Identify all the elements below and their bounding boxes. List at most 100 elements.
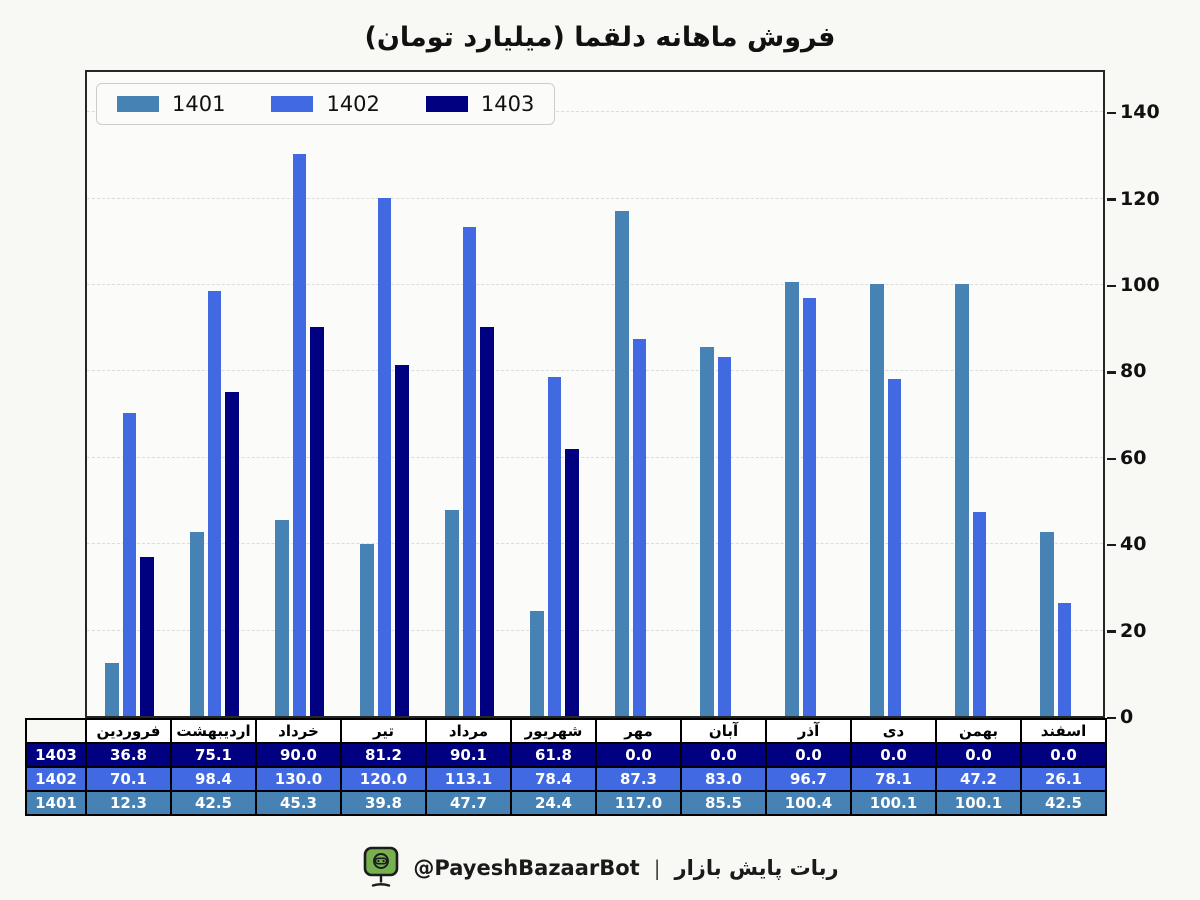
table-cell-1401-m8: 85.5	[680, 790, 767, 816]
legend-label-1401: 1401	[172, 92, 226, 116]
table-header-m12: اسفند	[1020, 718, 1107, 744]
bar-1403-m4	[395, 365, 409, 716]
bar-1402-m4	[377, 197, 392, 716]
bar-group-m9	[767, 72, 852, 716]
table-cell-1402-m1: 70.1	[85, 766, 172, 792]
table-cell-1402-m3: 130.0	[255, 766, 342, 792]
table-header-m11: بهمن	[935, 718, 1022, 744]
bar-group-m12	[1022, 72, 1107, 716]
table-header-m7: مهر	[595, 718, 682, 744]
legend-item-1402: 1402	[271, 92, 380, 116]
y-tick-label-60: 60	[1120, 446, 1147, 469]
table-cell-1403-m1: 36.8	[85, 742, 172, 768]
bar-1402-m3	[292, 154, 307, 716]
table-cell-1401-m3: 45.3	[255, 790, 342, 816]
data-table: فروردین اردیبهشت خرداد تیر مرداد شهریور مهر آبا…	[25, 718, 1107, 816]
table-cell-1403-m2: 75.1	[170, 742, 257, 768]
footer-label: ربات پایش بازار	[674, 856, 839, 880]
table-row-1402: 1402 70.1 98.4 130.0 120.0 113.1 78.4 87.3 83.0 9…	[25, 766, 1107, 792]
bar-1403-m6	[565, 449, 579, 716]
bar-1403-m1	[140, 557, 154, 716]
table-cell-1403-m9: 0.0	[765, 742, 852, 768]
table-header-row: فروردین اردیبهشت خرداد تیر مرداد شهریور مهر آبا…	[25, 718, 1107, 744]
legend-item-1403: 1403	[425, 92, 535, 116]
table-cell-1403-m3: 90.0	[255, 742, 342, 768]
table-cell-1401-m12: 42.5	[1020, 790, 1107, 816]
footer: @PayeshBazaarBot | ربات پایش بازار	[0, 842, 1200, 894]
table-cell-1402-m9: 96.7	[765, 766, 852, 792]
table-cell-1402-m7: 87.3	[595, 766, 682, 792]
bar-1402-m2	[207, 290, 222, 716]
bar-1402-m7	[632, 338, 647, 716]
bar-group-m4	[342, 72, 427, 716]
y-tick-mark-40	[1107, 544, 1116, 547]
table-header-m6: شهریور	[510, 718, 597, 744]
table-header-m8: آبان	[680, 718, 767, 744]
table-cell-1403-m11: 0.0	[935, 742, 1022, 768]
gridline-60	[87, 456, 1103, 458]
bar-1402-m1	[122, 413, 137, 716]
table-cell-1401-m5: 47.7	[425, 790, 512, 816]
gridline-120	[87, 197, 1103, 199]
table-cell-1403-m8: 0.0	[680, 742, 767, 768]
table-cell-1401-m7: 117.0	[595, 790, 682, 816]
table-cell-1402-m11: 47.2	[935, 766, 1022, 792]
gridline-140	[87, 111, 1103, 113]
table-cell-1402-m10: 78.1	[850, 766, 937, 792]
table-cell-1401-m11: 100.1	[935, 790, 1022, 816]
bar-1403-m3	[310, 327, 324, 716]
bar-1401-m12	[1040, 532, 1054, 716]
bar-1402-m8	[717, 357, 732, 716]
table-header-m9: آذر	[765, 718, 852, 744]
table-cell-1401-m9: 100.4	[765, 790, 852, 816]
legend-swatch-1402	[271, 96, 314, 112]
legend-swatch-1403	[425, 96, 468, 112]
bar-1401-m1	[105, 662, 119, 716]
table-cell-1402-m8: 83.0	[680, 766, 767, 792]
bar-1402-m6	[547, 377, 562, 716]
bar-1401-m11	[955, 283, 969, 716]
table-cell-1402-m4: 120.0	[340, 766, 427, 792]
bar-1402-m12	[1057, 603, 1072, 716]
table-corner-cell	[25, 718, 87, 744]
bar-1401-m8	[700, 346, 714, 716]
bar-1401-m6	[530, 610, 544, 716]
table-cell-1402-m6: 78.4	[510, 766, 597, 792]
table-header-m1: فروردین	[85, 718, 172, 744]
table-cell-1401-m1: 12.3	[85, 790, 172, 816]
bar-1402-m10	[887, 378, 902, 716]
table-header-m10: دی	[850, 718, 937, 744]
table-header-m5: مرداد	[425, 718, 512, 744]
bar-1402-m9	[802, 298, 817, 716]
bar-1401-m7	[615, 210, 629, 716]
table-header-m2: اردیبهشت	[170, 718, 257, 744]
y-tick-mark-20	[1107, 630, 1116, 633]
bar-group-m11	[937, 72, 1022, 716]
table-row-1403: 1403 36.8 75.1 90.0 81.2 90.1 61.8 0.0 0.0 0.0 0.0…	[25, 742, 1107, 768]
table-header-m3: خرداد	[255, 718, 342, 744]
table-cell-1402-m5: 113.1	[425, 766, 512, 792]
gridline-20	[87, 629, 1103, 631]
y-tick-mark-100	[1107, 284, 1116, 288]
table-cell-1403-m7: 0.0	[595, 742, 682, 768]
legend-swatch-1401	[117, 96, 159, 112]
plot-area: 1401 1402 1403	[85, 70, 1105, 718]
footer-handle: @PayeshBazaarBot	[413, 856, 640, 880]
y-tick-label-0: 0	[1120, 706, 1134, 728]
table-row-1401: 1401 12.3 42.5 45.3 39.8 47.7 24.4 117.0 85.5 100…	[25, 790, 1107, 816]
table-cell-1403-m10: 0.0	[850, 742, 937, 768]
legend-label-1403: 1403	[480, 92, 535, 116]
y-tick-label-20: 20	[1120, 619, 1147, 642]
table-cell-1402-m12: 26.1	[1020, 766, 1107, 792]
bar-1401-m2	[190, 532, 204, 716]
y-tick-label-140: 140	[1120, 101, 1160, 124]
legend-label-1402: 1402	[326, 92, 380, 116]
table-cell-1403-m6: 61.8	[510, 742, 597, 768]
y-tick-label-100: 100	[1120, 274, 1160, 296]
table-cell-1403-m12: 0.0	[1020, 742, 1107, 768]
bar-1403-m2	[225, 391, 239, 716]
table-cell-1402-m2: 98.4	[170, 766, 257, 792]
footer-separator: |	[653, 856, 661, 880]
bar-1401-m3	[275, 520, 289, 716]
bar-1401-m4	[360, 544, 374, 716]
